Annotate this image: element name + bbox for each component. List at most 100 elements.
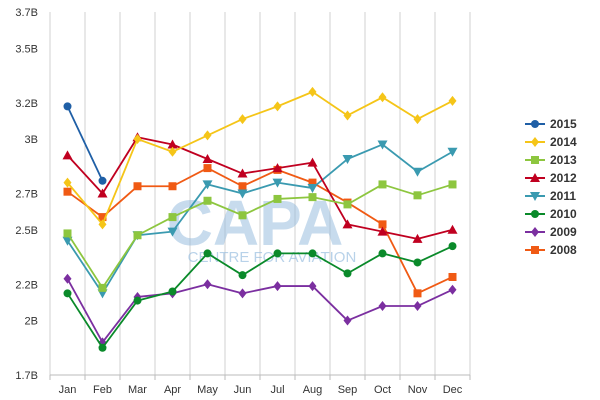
- series-2012-point: [272, 163, 283, 173]
- series-2015-point: [98, 176, 107, 185]
- series-2008-point: [98, 213, 107, 222]
- series-2014-point: [63, 177, 72, 188]
- series-2013: [63, 180, 457, 292]
- x-tick-label: Nov: [408, 384, 428, 396]
- series-2011-point: [342, 155, 353, 165]
- series-2011-point: [377, 140, 388, 150]
- series-2008-point: [133, 182, 142, 191]
- x-tick-label: Feb: [93, 384, 112, 396]
- series-2009-point: [343, 315, 352, 326]
- series-2012: [62, 132, 458, 243]
- series-2012-point: [97, 188, 108, 198]
- x-tick-label: May: [197, 384, 218, 396]
- series-2008-point: [413, 289, 422, 298]
- y-tick-label: 2.2B: [15, 279, 38, 291]
- x-tick-label: Dec: [443, 384, 463, 396]
- x-tick-label: Sep: [338, 384, 358, 396]
- legend-item-2015: 2015: [525, 117, 577, 131]
- series-2014-point: [98, 219, 107, 230]
- series-2013-point: [378, 180, 387, 189]
- series-2008-point: [63, 187, 72, 196]
- series-2008-point: [168, 182, 177, 191]
- legend-item-2011: 2011: [525, 189, 576, 203]
- series-2015: [63, 102, 107, 185]
- series-2013-point: [98, 283, 107, 292]
- y-tick-label: 2.5B: [15, 225, 38, 237]
- series-2009-point: [378, 301, 387, 312]
- capa-watermark: CAPA CENTRE FOR AVIATION: [167, 187, 357, 266]
- y-tick-label: 1.7B: [15, 370, 38, 382]
- legend-item-2012-label: 2012: [550, 171, 577, 185]
- legend-item-2014-label: 2014: [550, 135, 577, 149]
- legend-item-2008-label: 2008: [550, 243, 577, 257]
- series-lines: [62, 86, 458, 352]
- series-2012-point: [237, 168, 248, 178]
- series-2011-point: [447, 147, 458, 157]
- legend-item-2010-swatch-marker: [531, 210, 539, 218]
- series-2009-point: [308, 281, 317, 292]
- y-tick-label: 2B: [25, 316, 38, 328]
- series-2013-point: [63, 229, 72, 238]
- series-2009-point: [273, 281, 282, 292]
- series-2013-point: [343, 200, 352, 209]
- legend-item-2013-swatch-marker: [531, 156, 539, 164]
- series-2009-point: [448, 284, 457, 295]
- series-2013-point: [203, 196, 212, 205]
- x-tick-label: Aug: [303, 384, 323, 396]
- series-2010-line: [66, 245, 453, 349]
- series-2012-point: [167, 139, 178, 149]
- series-2014-line: [66, 90, 453, 226]
- series-2014-point: [238, 114, 247, 125]
- series-2011-point: [237, 189, 248, 199]
- gridlines: [49, 12, 471, 375]
- legend: 2015 2014 2013 2012 2011 2010 2009 2008: [525, 117, 577, 257]
- series-2009-point: [238, 288, 247, 299]
- y-tick-label: 3.2B: [15, 98, 38, 110]
- legend-item-2009-label: 2009: [550, 225, 577, 239]
- series-2012-point: [202, 154, 213, 164]
- axes: Jan Feb Mar Apr May Jun Jul Aug Sep Oct Nov Dec 1.7B…: [15, 7, 471, 396]
- legend-item-2010: 2010: [525, 207, 577, 221]
- series-2011-point: [412, 167, 423, 177]
- series-2014-point: [343, 110, 352, 121]
- series-2009-point: [203, 279, 212, 290]
- y-tick-label: 2.7B: [15, 189, 38, 201]
- series-2010: [63, 242, 457, 352]
- series-2014-point: [308, 86, 317, 97]
- x-tick-label: Apr: [164, 384, 181, 396]
- series-2009-line: [66, 278, 453, 344]
- series-2014-point: [413, 114, 422, 125]
- x-tick-label: Oct: [374, 384, 391, 396]
- legend-item-2012-swatch-marker: [530, 173, 540, 182]
- x-tick-label: Jul: [270, 384, 284, 396]
- y-tick-label: 3.5B: [15, 43, 38, 55]
- series-2008-point: [308, 178, 317, 187]
- series-2010-point: [448, 242, 457, 251]
- series-2010-point: [133, 296, 142, 305]
- series-2012-point: [447, 224, 458, 234]
- x-tick-label: Jun: [234, 384, 252, 396]
- series-2012-point: [342, 219, 353, 229]
- series-2008-point: [238, 182, 247, 191]
- series-2012-point: [62, 150, 73, 160]
- series-2013-point: [238, 211, 247, 220]
- series-2014: [63, 86, 457, 230]
- legend-item-2014-swatch-marker: [531, 137, 539, 147]
- series-2014-point: [168, 146, 177, 157]
- legend-item-2013-label: 2013: [550, 153, 577, 167]
- series-2011-point: [167, 227, 178, 237]
- series-2014-point: [448, 95, 457, 106]
- legend-item-2012: 2012: [525, 171, 577, 185]
- series-2013-point: [413, 191, 422, 200]
- legend-item-2011-swatch-marker: [530, 192, 540, 201]
- series-2010-point: [343, 269, 352, 278]
- series-2008-point: [203, 164, 212, 173]
- legend-item-2010-label: 2010: [550, 207, 577, 221]
- series-2010-point: [168, 287, 177, 296]
- series-2009-point: [413, 301, 422, 312]
- series-2008-point: [378, 220, 387, 229]
- series-2013-point: [133, 231, 142, 240]
- series-2012-point: [377, 226, 388, 236]
- series-2013-point: [273, 194, 282, 203]
